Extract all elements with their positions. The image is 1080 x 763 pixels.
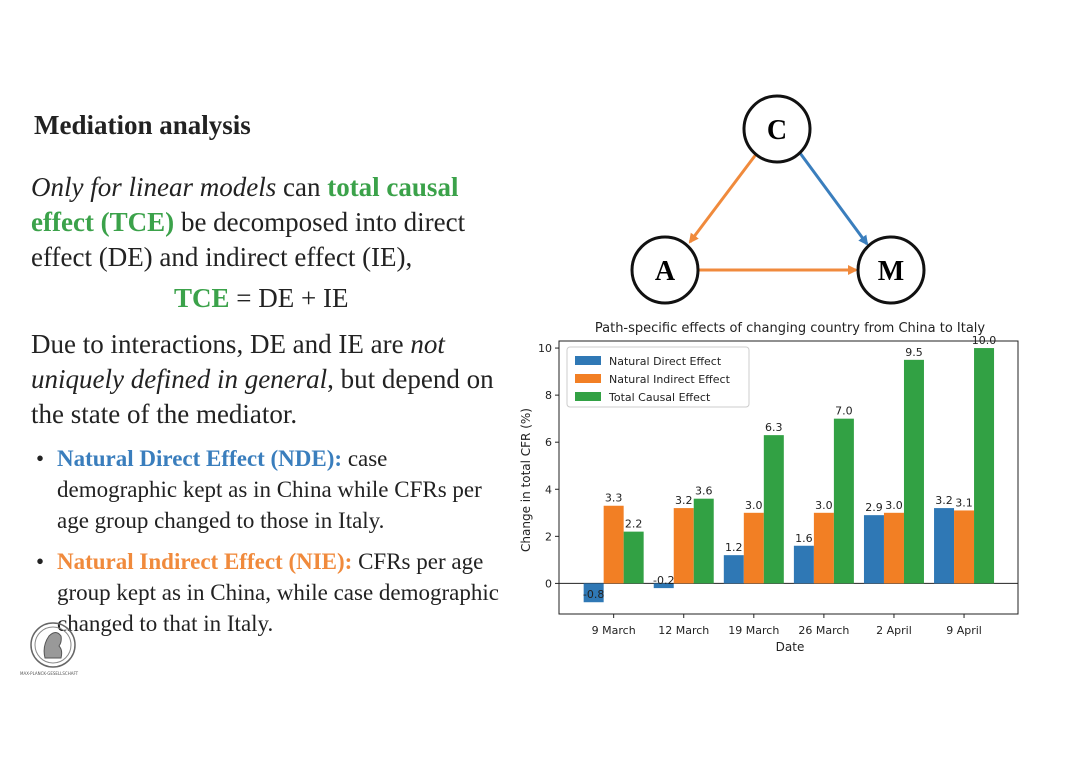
intro-paragraph: Only for linear models can total causal … xyxy=(31,170,511,275)
x-tick-label: 19 March xyxy=(728,624,779,637)
chart-title: Path-specific effects of changing countr… xyxy=(595,321,986,336)
node-m-label: M xyxy=(878,256,904,287)
bar-value-label: 2.2 xyxy=(625,518,643,531)
bar-value-label: 3.0 xyxy=(885,499,903,512)
para2-italic: not uniquely defined in general xyxy=(31,329,445,394)
x-tick-label: 9 April xyxy=(946,624,982,637)
bar-value-label: 3.0 xyxy=(745,499,763,512)
edge-c-to-a xyxy=(688,152,759,244)
x-tick-label: 12 March xyxy=(658,624,709,637)
bar xyxy=(954,510,975,584)
bar xyxy=(603,505,624,584)
bar-value-label: 9.5 xyxy=(905,346,923,359)
nie-label: Natural Indirect Effect (NIE): xyxy=(57,549,353,574)
bar xyxy=(623,531,644,584)
legend-swatch xyxy=(575,392,601,401)
bar-value-label: -0.2 xyxy=(653,574,674,587)
y-tick-label: 10 xyxy=(538,342,552,355)
bar-value-label: 1.2 xyxy=(725,541,743,554)
y-tick-label: 8 xyxy=(545,389,552,402)
edge-c-to-m xyxy=(798,152,869,246)
bar-value-label: 3.0 xyxy=(815,499,833,512)
bar xyxy=(903,359,924,584)
bar xyxy=(974,348,995,584)
bullet-dot: • xyxy=(36,446,45,471)
nie-text: CFRs per age group kept as in China, whi… xyxy=(57,549,499,636)
bullet-dot: • xyxy=(36,549,45,574)
formula-lhs: TCE xyxy=(174,283,230,313)
bar-value-label: -0.8 xyxy=(583,588,604,601)
bar xyxy=(813,512,834,584)
bar xyxy=(723,555,744,584)
bar-chart: Path-specific effects of changing countr… xyxy=(519,321,1019,654)
bar xyxy=(934,508,955,584)
bar xyxy=(583,583,604,603)
logo-caption: MAX-PLANCK-GESELLSCHAFT xyxy=(20,671,79,676)
plot-frame xyxy=(558,340,1019,615)
y-tick-label: 2 xyxy=(545,530,552,543)
causal-diagram: C A M xyxy=(630,94,926,305)
legend-label: Natural Direct Effect xyxy=(609,355,722,368)
slide-title: Mediation analysis xyxy=(34,110,251,140)
bar xyxy=(743,512,764,584)
x-tick-label: 26 March xyxy=(798,624,849,637)
bar-value-label: 6.3 xyxy=(765,421,783,434)
bar-value-label: 1.6 xyxy=(795,532,813,545)
bar xyxy=(863,515,884,584)
nde-text: case demographic kept as in China while … xyxy=(57,446,482,533)
bar xyxy=(883,512,904,584)
interaction-paragraph: Due to interactions, DE and IE are not u… xyxy=(31,327,511,432)
intro-italic: Only for linear models xyxy=(31,172,277,202)
nde-label: Natural Direct Effect (NDE): xyxy=(57,446,343,471)
legend-swatch xyxy=(575,374,601,383)
bar-value-label: 3.6 xyxy=(695,485,713,498)
legend-swatch xyxy=(575,356,601,365)
intro-text-1: can xyxy=(276,172,328,202)
tce-formula: TCE = DE + IE xyxy=(174,283,348,314)
para2-text-1: Due to interactions, DE and IE are xyxy=(31,329,411,359)
bar-value-label: 10.0 xyxy=(972,334,997,347)
legend-label: Total Causal Effect xyxy=(608,391,711,404)
node-c-label: C xyxy=(767,115,787,146)
intro-text-2: be decomposed into direct effect (DE) an… xyxy=(31,207,466,272)
bar xyxy=(693,498,714,584)
y-tick-label: 6 xyxy=(545,436,552,449)
bar-value-label: 2.9 xyxy=(865,501,883,514)
node-a-label: A xyxy=(655,256,676,287)
bar xyxy=(763,435,784,584)
bullet-nde: • Natural Direct Effect (NDE): case demo… xyxy=(36,443,506,536)
bar xyxy=(793,545,814,584)
bar-value-label: 3.3 xyxy=(605,492,623,505)
bar xyxy=(673,508,694,584)
bar xyxy=(833,418,854,584)
tce-label: total causal effect (TCE) xyxy=(31,172,459,237)
bar xyxy=(653,583,674,589)
formula-rhs: = DE + IE xyxy=(229,283,349,313)
node-a xyxy=(630,235,700,305)
bullet-nie: • Natural Indirect Effect (NIE): CFRs pe… xyxy=(36,546,506,639)
y-axis-label: Change in total CFR (%) xyxy=(519,408,533,552)
y-tick-label: 0 xyxy=(545,577,552,590)
legend-box xyxy=(566,346,750,408)
x-tick-label: 9 March xyxy=(592,624,636,637)
x-tick-label: 2 April xyxy=(876,624,912,637)
legend-label: Natural Indirect Effect xyxy=(609,373,731,386)
y-tick-label: 4 xyxy=(545,483,552,496)
para2-text-2: , but depend on the state of the mediato… xyxy=(31,364,494,429)
x-axis-label: Date xyxy=(776,640,805,654)
bar-value-label: 3.2 xyxy=(935,494,953,507)
bar-value-label: 3.2 xyxy=(675,494,693,507)
node-m xyxy=(856,235,926,305)
bar-value-label: 7.0 xyxy=(835,405,853,418)
bar-value-label: 3.1 xyxy=(955,496,973,509)
node-c xyxy=(742,94,812,164)
max-planck-logo: MAX-PLANCK-GESELLSCHAFT xyxy=(20,622,79,676)
